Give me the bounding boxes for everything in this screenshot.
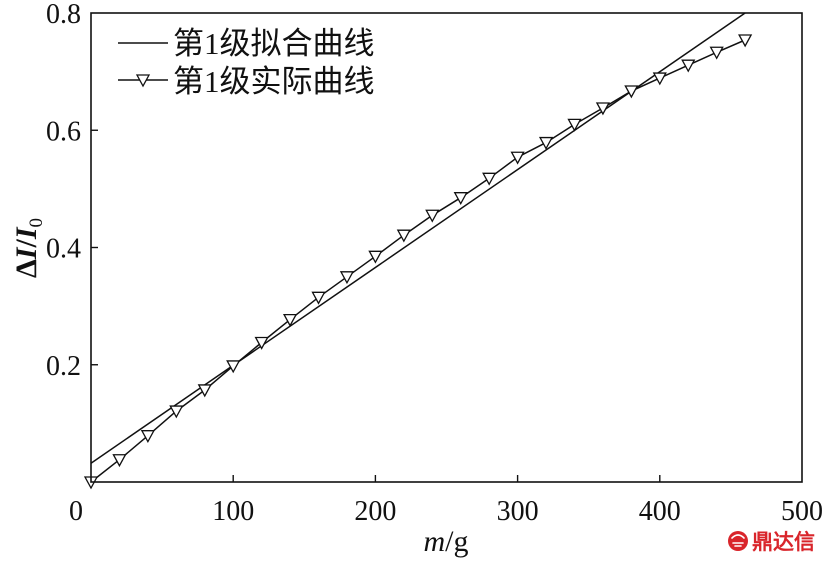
- watermark-text: 鼎达信: [752, 530, 815, 554]
- data-point-marker: [510, 151, 525, 165]
- data-point-marker: [396, 229, 411, 243]
- data-point-marker: [254, 336, 269, 350]
- tick-labels: 0 100 200 300 400 500 0.2 0.4 0.6 0.8: [46, 0, 823, 527]
- data-point-marker: [282, 313, 298, 327]
- data-point-marker: [652, 72, 667, 86]
- x-tick-label: 200: [354, 496, 396, 527]
- plot-series: [83, 12, 753, 490]
- y-tick-label: 0.2: [46, 351, 81, 382]
- data-point-marker: [567, 118, 582, 132]
- data-point-marker: [368, 250, 383, 264]
- y-tick-label: 0.4: [46, 234, 81, 265]
- data-point-marker: [624, 85, 639, 99]
- y-tick-label: 0.8: [46, 0, 81, 30]
- dingdaxin-logo-icon: [728, 531, 748, 551]
- data-point-marker: [169, 405, 184, 419]
- x-tick-label: 300: [497, 496, 539, 527]
- y-tick-label: 0.6: [46, 116, 81, 147]
- data-point-marker: [453, 192, 468, 206]
- data-point-marker: [482, 172, 497, 186]
- legend-label-fit: 第1级拟合曲线: [173, 26, 375, 61]
- y-axis-label: ΔI/I0: [10, 218, 47, 278]
- data-point-marker: [681, 59, 696, 73]
- data-point-marker: [311, 291, 326, 305]
- legend-marker-actual: [135, 74, 151, 88]
- data-point-marker: [140, 430, 155, 444]
- legend-label-actual: 第1级实际曲线: [173, 64, 375, 99]
- data-point-marker: [339, 271, 355, 285]
- watermark: 鼎达信: [728, 530, 815, 554]
- data-point-marker: [112, 454, 127, 468]
- data-point-marker: [197, 384, 212, 398]
- data-point-marker: [226, 360, 241, 374]
- x-tick-label: 500: [781, 496, 823, 527]
- data-point-marker: [595, 102, 611, 116]
- axis-ticks: [91, 129, 661, 482]
- x-axis-label: m/g: [423, 525, 468, 558]
- data-point-marker: [738, 34, 753, 48]
- x-tick-label: 0: [69, 496, 83, 527]
- data-point-marker: [709, 46, 724, 60]
- x-tick-label: 400: [639, 496, 681, 527]
- data-point-marker: [538, 136, 554, 150]
- legend: 第1级拟合曲线 第1级实际曲线: [118, 26, 375, 99]
- x-tick-label: 100: [212, 496, 254, 527]
- data-point-marker: [425, 209, 440, 223]
